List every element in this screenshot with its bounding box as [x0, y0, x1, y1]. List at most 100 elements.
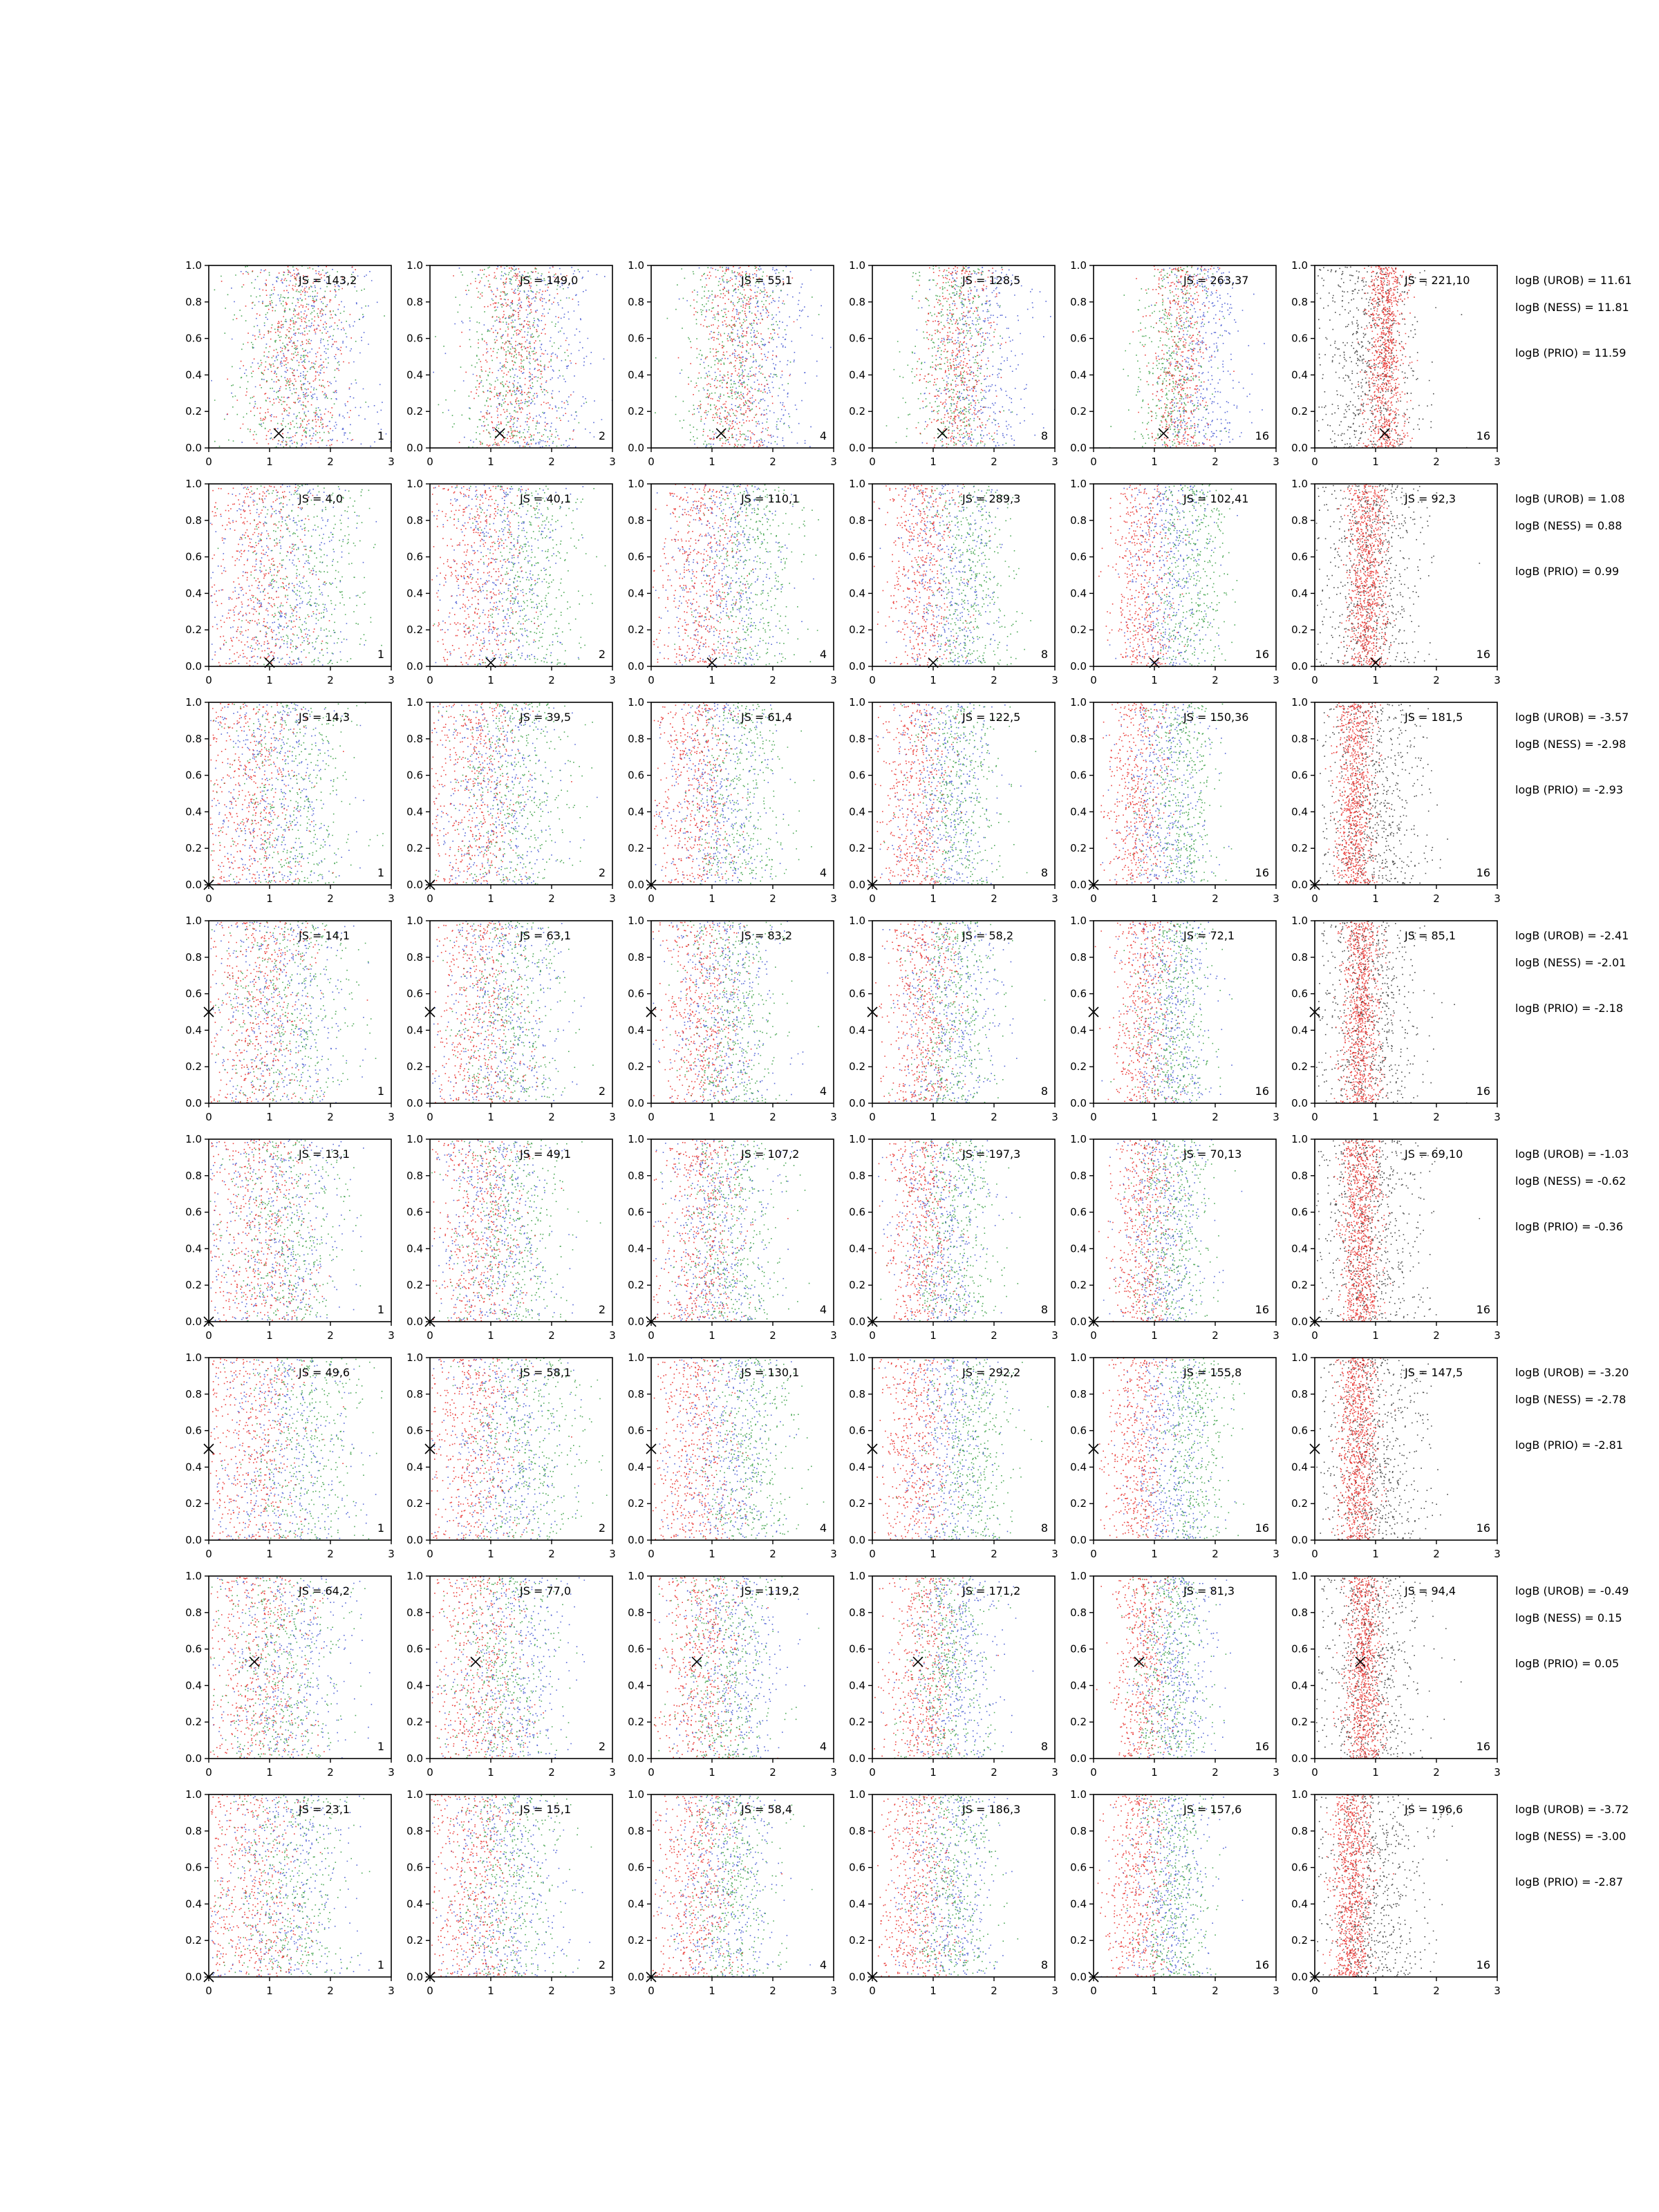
js-annotation: JS = 63,1: [519, 929, 571, 942]
js-annotation: JS = 107,2: [740, 1147, 799, 1161]
js-annotation: JS = 143,2: [298, 274, 357, 287]
y-tick-label: 0.2: [628, 405, 644, 418]
y-tick-label: 0.6: [628, 1643, 644, 1656]
y-tick-label: 0.4: [406, 1679, 423, 1691]
x-tick-label: 2: [327, 1329, 334, 1342]
x-tick-label: 3: [1273, 1111, 1280, 1123]
y-tick-label: 0.6: [1070, 988, 1087, 1000]
x-tick-label: 1: [487, 1548, 494, 1560]
x-tick-label: 3: [830, 1985, 837, 1997]
y-tick-label: 0.0: [849, 1315, 865, 1328]
x-tick-label: 0: [648, 1985, 655, 1997]
panel-number-label: 2: [599, 1740, 606, 1753]
y-tick-label: 0.8: [1291, 296, 1308, 308]
js-annotation: JS = 55,1: [740, 274, 792, 287]
panel-number-label: 4: [820, 1740, 827, 1753]
x-tick-label: 2: [548, 1111, 555, 1123]
x-tick-label: 3: [609, 1766, 616, 1779]
y-tick-label: 0.2: [1070, 624, 1087, 636]
y-tick-label: 0.4: [1291, 1679, 1308, 1691]
y-tick-label: 0.4: [628, 805, 644, 818]
y-tick-label: 0.8: [628, 1825, 644, 1837]
x-tick-label: 3: [1494, 456, 1501, 468]
y-tick-label: 1.0: [1291, 1570, 1308, 1582]
y-tick-label: 1.0: [1291, 478, 1308, 490]
y-tick-label: 0.6: [185, 1206, 202, 1219]
y-tick-label: 0.4: [406, 1461, 423, 1473]
y-tick-label: 0.4: [406, 805, 423, 818]
js-annotation: JS = 119,2: [740, 1584, 799, 1597]
x-tick-label: 0: [1311, 1766, 1318, 1779]
x-tick-label: 0: [1311, 892, 1318, 905]
y-tick-label: 1.0: [628, 1788, 644, 1801]
x-tick-label: 2: [327, 892, 334, 905]
y-tick-label: 0.0: [628, 1315, 644, 1328]
y-tick-label: 0.0: [406, 1315, 423, 1328]
y-tick-label: 0.8: [849, 514, 865, 527]
y-tick-label: 0.4: [406, 1024, 423, 1036]
panel-number-label: 1: [377, 1303, 384, 1316]
x-tick-label: 2: [991, 1766, 997, 1779]
logB-note: logB (UROB) = -3.20: [1515, 1366, 1629, 1379]
y-tick-label: 0.6: [628, 1425, 644, 1437]
y-tick-label: 1.0: [1070, 1133, 1087, 1145]
x-tick-label: 2: [1212, 1766, 1219, 1779]
y-tick-label: 0.4: [849, 1679, 865, 1691]
panel-number-label: 8: [1041, 429, 1048, 442]
y-tick-label: 0.2: [1291, 405, 1308, 418]
y-tick-label: 0.2: [628, 624, 644, 636]
y-tick-label: 0.8: [185, 1170, 202, 1182]
y-tick-label: 0.2: [1291, 1497, 1308, 1510]
panel-number-label: 16: [1255, 1303, 1269, 1316]
js-annotation: JS = 186,3: [962, 1803, 1020, 1816]
logB-note: logB (NESS) = -3.00: [1515, 1830, 1626, 1843]
logB-note: logB (PRIO) = -2.81: [1515, 1438, 1623, 1452]
y-tick-label: 0.6: [1070, 1206, 1087, 1219]
y-tick-label: 0.2: [406, 1279, 423, 1291]
x-tick-label: 3: [1494, 892, 1501, 905]
y-tick-label: 0.8: [849, 733, 865, 745]
y-tick-label: 0.6: [1070, 769, 1087, 782]
y-tick-label: 1.0: [406, 1570, 423, 1582]
x-tick-label: 3: [1273, 892, 1280, 905]
y-tick-label: 0.6: [406, 332, 423, 345]
x-tick-label: 1: [709, 1766, 715, 1779]
y-tick-label: 0.6: [185, 988, 202, 1000]
y-tick-label: 0.0: [185, 442, 202, 454]
panel-number-label: 1: [377, 1958, 384, 1971]
y-tick-label: 0.6: [628, 1862, 644, 1874]
x-tick-label: 2: [1212, 1985, 1219, 1997]
y-tick-label: 1.0: [849, 915, 865, 927]
x-tick-label: 0: [869, 1111, 876, 1123]
x-tick-label: 0: [427, 1329, 433, 1342]
x-tick-label: 2: [1212, 1548, 1219, 1560]
x-tick-label: 1: [266, 1548, 273, 1560]
x-tick-label: 1: [1372, 1548, 1379, 1560]
x-tick-label: 1: [487, 1329, 494, 1342]
x-tick-label: 1: [1151, 1111, 1158, 1123]
x-tick-label: 1: [266, 1766, 273, 1779]
x-tick-label: 3: [388, 1111, 395, 1123]
x-tick-label: 3: [1494, 674, 1501, 686]
y-tick-label: 0.8: [628, 1388, 644, 1400]
y-tick-label: 0.0: [406, 1752, 423, 1765]
x-tick-label: 2: [1433, 1329, 1440, 1342]
y-tick-label: 0.2: [849, 1060, 865, 1073]
panel-number-label: 16: [1477, 866, 1490, 879]
panel-number-label: 2: [599, 1303, 606, 1316]
logB-note: logB (UROB) = -0.49: [1515, 1584, 1629, 1597]
y-tick-label: 0.2: [628, 1934, 644, 1947]
y-tick-label: 0.2: [185, 1279, 202, 1291]
y-tick-label: 0.8: [406, 296, 423, 308]
x-tick-label: 2: [769, 456, 776, 468]
y-tick-label: 0.2: [1291, 1060, 1308, 1073]
panel-number-label: 16: [1255, 648, 1269, 661]
y-tick-label: 1.0: [1291, 259, 1308, 272]
y-tick-label: 0.4: [406, 1897, 423, 1910]
y-tick-label: 0.2: [628, 1060, 644, 1073]
x-tick-label: 3: [1051, 892, 1058, 905]
y-tick-label: 0.0: [1291, 1534, 1308, 1546]
x-tick-label: 1: [1151, 1766, 1158, 1779]
y-tick-label: 0.2: [406, 842, 423, 854]
